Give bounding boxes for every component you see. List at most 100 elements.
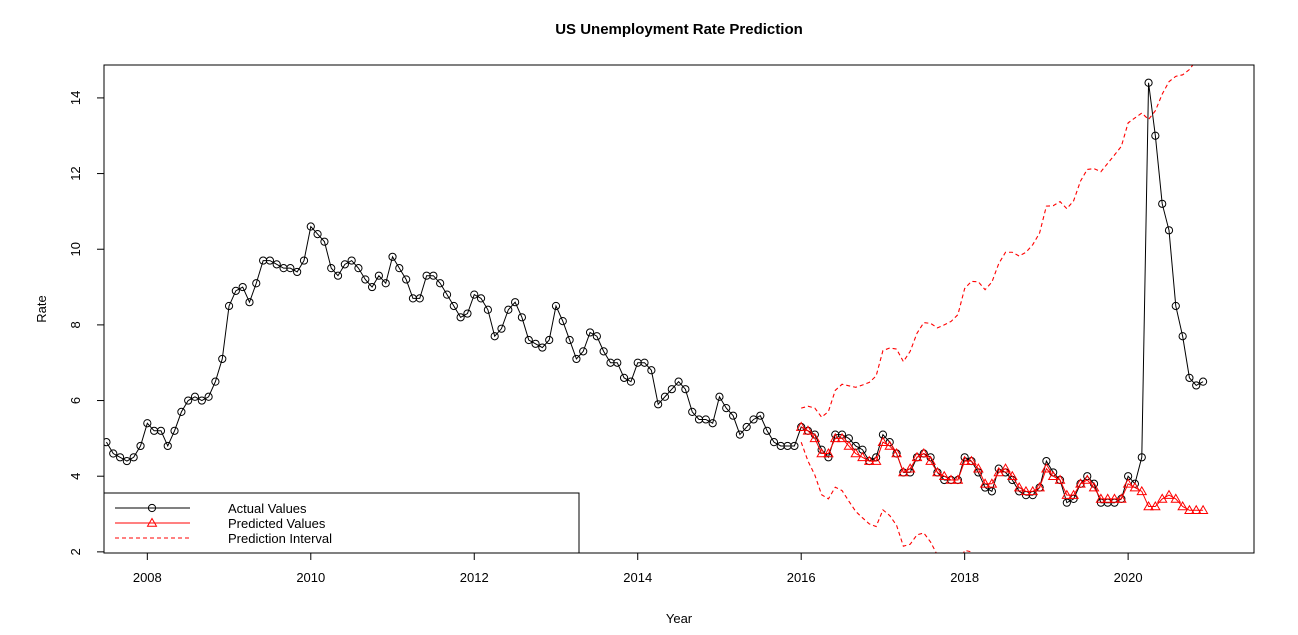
point [708,419,717,428]
point [1164,226,1174,235]
point [952,474,964,484]
point [1178,332,1187,341]
interval-line [801,65,1194,418]
point [802,425,814,435]
point [374,271,383,280]
point [1163,489,1175,499]
point [1198,377,1208,386]
point [388,252,397,261]
point [429,271,438,280]
point [1062,498,1071,507]
point [592,332,601,341]
point [545,335,554,345]
point [681,385,690,394]
point [640,358,649,367]
plot-area [104,65,1209,553]
point [619,373,629,382]
point [1061,489,1073,499]
point [925,455,936,465]
point [932,466,943,477]
x-tick-label: 2008 [133,570,162,585]
point [156,426,166,435]
point [252,279,261,288]
point [1122,478,1134,488]
point [415,294,424,303]
point [104,438,111,447]
point [660,392,670,401]
y-tick-label: 10 [68,242,83,256]
point [1192,381,1201,390]
point [313,229,322,239]
point [585,328,595,337]
point [367,282,377,292]
y-tick-label: 12 [68,166,83,180]
point [579,347,588,356]
point [456,313,465,322]
point [829,432,841,443]
point [531,339,540,348]
point [877,436,889,446]
point [1115,493,1127,503]
point [987,487,996,496]
point [558,317,567,326]
point [850,448,862,458]
legend-label: Prediction Interval [228,531,332,546]
point [442,290,452,299]
point [340,260,349,269]
interval-line [800,441,973,553]
series-line [106,82,1204,504]
point [211,377,220,386]
point [857,451,868,462]
point [333,271,343,280]
point [870,455,882,465]
point [1102,493,1114,503]
point [1095,493,1107,503]
point [891,448,902,458]
legend-label: Actual Values [228,501,307,516]
point [809,432,821,443]
point [1006,470,1018,481]
point [565,335,574,345]
point [1158,199,1167,208]
point [265,256,275,265]
point [129,453,138,462]
point [511,298,520,307]
point [347,256,356,265]
point [1000,463,1011,473]
point [524,335,533,345]
y-tick-label: 6 [68,397,83,404]
point [742,422,751,432]
y-axis-label: Rate [34,295,49,322]
point [286,264,295,273]
point [572,354,581,364]
legend-marker [146,517,158,527]
chart-title: US Unemployment Rate Prediction [555,21,803,38]
point [823,448,834,458]
legend-label: Predicted Values [228,516,326,531]
point [986,478,998,488]
point [654,400,663,409]
legend-marker [147,503,157,513]
x-tick-label: 2010 [296,570,325,585]
point [763,426,772,435]
x-tick-label: 2012 [460,570,489,585]
point [1020,485,1032,496]
point [959,455,971,465]
point [190,392,200,401]
point [1034,482,1045,492]
point [436,279,445,288]
point [483,305,493,314]
x-tick-label: 2020 [1114,570,1143,585]
point [361,275,370,284]
point [729,411,738,420]
point [1149,500,1161,511]
point [1190,504,1202,515]
point [701,415,710,424]
y-tick-label: 4 [68,473,83,480]
point [463,309,472,318]
point [972,463,984,473]
point [177,407,186,416]
point [795,421,807,431]
point [449,301,458,311]
